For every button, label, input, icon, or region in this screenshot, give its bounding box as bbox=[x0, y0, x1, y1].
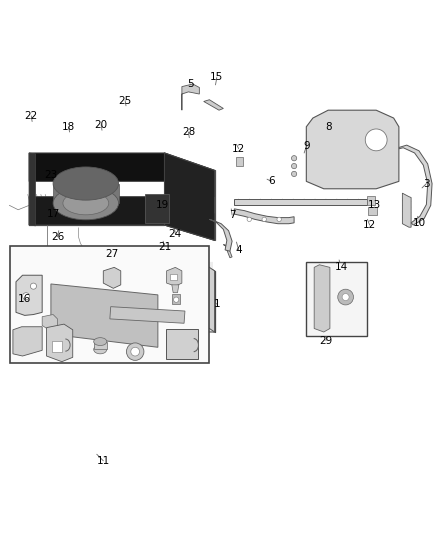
Ellipse shape bbox=[63, 191, 109, 215]
Text: 12: 12 bbox=[363, 220, 376, 230]
FancyBboxPatch shape bbox=[306, 262, 367, 336]
Bar bbox=[236, 157, 243, 166]
Text: 21: 21 bbox=[158, 242, 171, 252]
Circle shape bbox=[365, 129, 387, 151]
Ellipse shape bbox=[94, 338, 107, 345]
Text: 9: 9 bbox=[303, 141, 310, 151]
Circle shape bbox=[60, 300, 76, 316]
Bar bbox=[172, 294, 180, 304]
Circle shape bbox=[291, 164, 297, 169]
FancyBboxPatch shape bbox=[11, 246, 209, 364]
Circle shape bbox=[277, 217, 281, 222]
Ellipse shape bbox=[94, 345, 107, 354]
Text: 13: 13 bbox=[367, 200, 381, 211]
Polygon shape bbox=[234, 199, 367, 205]
Polygon shape bbox=[396, 145, 432, 225]
Polygon shape bbox=[13, 327, 42, 356]
Polygon shape bbox=[110, 306, 185, 323]
Circle shape bbox=[131, 348, 140, 356]
Circle shape bbox=[342, 294, 349, 301]
Polygon shape bbox=[42, 314, 57, 330]
Text: 23: 23 bbox=[44, 170, 57, 180]
Bar bbox=[367, 196, 375, 205]
Text: 26: 26 bbox=[51, 232, 64, 242]
Bar bbox=[145, 195, 169, 223]
Bar bbox=[368, 207, 377, 215]
Ellipse shape bbox=[53, 187, 119, 220]
Polygon shape bbox=[223, 245, 232, 258]
Text: 6: 6 bbox=[268, 176, 275, 187]
Circle shape bbox=[22, 293, 29, 300]
Polygon shape bbox=[209, 220, 232, 251]
Circle shape bbox=[173, 297, 179, 302]
Circle shape bbox=[127, 343, 144, 360]
Text: 5: 5 bbox=[187, 79, 194, 89]
Polygon shape bbox=[166, 268, 182, 286]
Polygon shape bbox=[172, 285, 179, 293]
Text: 19: 19 bbox=[155, 200, 169, 211]
Polygon shape bbox=[164, 253, 201, 323]
Polygon shape bbox=[29, 197, 215, 240]
Polygon shape bbox=[53, 183, 119, 203]
Polygon shape bbox=[201, 262, 215, 332]
Polygon shape bbox=[94, 342, 107, 350]
Circle shape bbox=[30, 283, 36, 289]
Text: 24: 24 bbox=[169, 229, 182, 239]
Text: 3: 3 bbox=[423, 179, 430, 189]
Polygon shape bbox=[29, 153, 215, 197]
Text: 16: 16 bbox=[18, 294, 32, 304]
Polygon shape bbox=[46, 324, 73, 362]
Text: 29: 29 bbox=[319, 336, 332, 346]
Text: 12: 12 bbox=[232, 143, 245, 154]
Text: 17: 17 bbox=[46, 209, 60, 219]
Text: 15: 15 bbox=[210, 72, 223, 83]
Polygon shape bbox=[29, 253, 35, 317]
Circle shape bbox=[338, 289, 353, 305]
Text: 18: 18 bbox=[62, 122, 75, 132]
Text: 27: 27 bbox=[106, 249, 119, 259]
Polygon shape bbox=[29, 153, 35, 226]
Circle shape bbox=[291, 156, 297, 161]
Polygon shape bbox=[182, 84, 199, 110]
Polygon shape bbox=[103, 268, 121, 288]
Text: 22: 22 bbox=[25, 111, 38, 121]
Bar bbox=[52, 341, 62, 352]
Polygon shape bbox=[29, 253, 215, 332]
Circle shape bbox=[262, 217, 266, 222]
Text: 8: 8 bbox=[325, 122, 332, 132]
Polygon shape bbox=[51, 284, 158, 348]
Text: 14: 14 bbox=[335, 262, 348, 271]
Polygon shape bbox=[204, 100, 223, 110]
Circle shape bbox=[247, 217, 251, 222]
Ellipse shape bbox=[53, 167, 119, 200]
Text: 4: 4 bbox=[235, 245, 242, 255]
Polygon shape bbox=[164, 153, 215, 240]
Circle shape bbox=[53, 293, 84, 323]
Text: 1: 1 bbox=[213, 298, 220, 309]
Text: 10: 10 bbox=[413, 218, 427, 228]
Polygon shape bbox=[16, 275, 42, 316]
Polygon shape bbox=[314, 265, 330, 332]
Text: 7: 7 bbox=[229, 210, 235, 220]
Circle shape bbox=[291, 171, 297, 176]
Text: 20: 20 bbox=[95, 119, 108, 130]
Polygon shape bbox=[403, 193, 411, 227]
Text: 11: 11 bbox=[97, 456, 110, 466]
Text: 28: 28 bbox=[182, 127, 195, 137]
Polygon shape bbox=[306, 110, 399, 189]
Text: 25: 25 bbox=[119, 95, 132, 106]
Bar bbox=[166, 329, 198, 359]
Bar bbox=[170, 274, 177, 280]
Polygon shape bbox=[234, 209, 294, 224]
